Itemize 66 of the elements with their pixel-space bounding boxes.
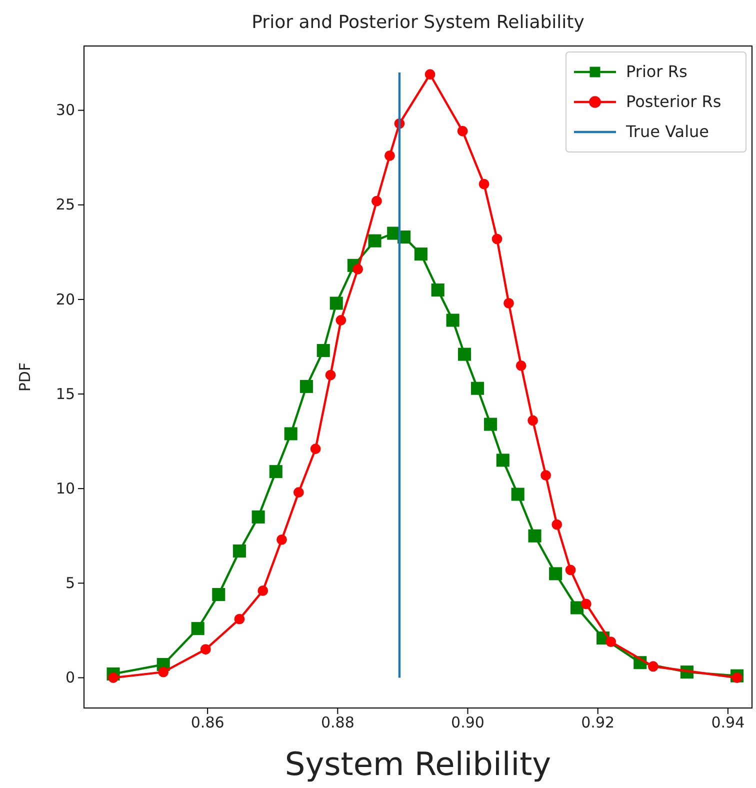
x-tick-label: 0.90 — [451, 714, 484, 732]
point — [293, 487, 304, 498]
y-tick-label: 15 — [56, 384, 75, 403]
point — [492, 234, 502, 244]
x-axis-title: System Relibility — [284, 745, 552, 783]
point — [276, 534, 287, 545]
legend-label: True Value — [625, 122, 710, 141]
point — [368, 234, 382, 248]
point — [252, 510, 265, 524]
point — [496, 454, 510, 467]
x-tick-label: 0.88 — [320, 714, 354, 732]
point — [580, 598, 592, 610]
point — [570, 601, 584, 614]
point — [565, 564, 576, 576]
point — [158, 666, 169, 678]
y-tick-label: 5 — [65, 574, 75, 592]
point — [200, 644, 211, 655]
point — [232, 544, 246, 558]
y-tick-label: 25 — [56, 196, 75, 214]
point — [258, 586, 268, 596]
point — [269, 465, 282, 478]
point — [336, 315, 346, 326]
point — [316, 344, 330, 358]
point — [540, 470, 552, 481]
point — [325, 370, 336, 380]
point — [330, 296, 343, 310]
point — [457, 126, 468, 136]
point — [191, 622, 204, 636]
point — [234, 614, 245, 624]
point — [606, 636, 616, 647]
x-tick-label: 0.86 — [190, 714, 224, 732]
point — [516, 360, 526, 371]
point — [424, 69, 436, 80]
point — [284, 427, 298, 440]
point — [446, 314, 460, 327]
x-tick-label: 0.92 — [581, 714, 615, 732]
point — [431, 283, 444, 297]
x-tick-label: 0.94 — [711, 714, 745, 732]
point — [470, 382, 484, 395]
point — [504, 298, 514, 308]
point — [212, 588, 226, 602]
point — [511, 488, 524, 501]
y-tick-label: 30 — [56, 101, 75, 120]
point — [732, 672, 742, 683]
point — [549, 567, 562, 580]
point — [648, 661, 658, 672]
chart-title: Prior and Posterior System Reliability — [252, 12, 585, 33]
point — [352, 264, 364, 274]
point — [458, 348, 472, 361]
y-tick-label: 20 — [56, 290, 75, 308]
point — [108, 672, 118, 683]
point — [552, 519, 562, 530]
y-tick-label: 10 — [56, 479, 75, 498]
point — [528, 529, 542, 542]
legend-label: Posterior Rs — [626, 92, 722, 111]
point — [478, 178, 490, 190]
y-tick-label: 0 — [65, 668, 75, 687]
point — [528, 415, 538, 426]
point — [414, 248, 428, 261]
point — [384, 150, 395, 161]
point — [310, 444, 321, 454]
legend-label: Prior Rs — [626, 62, 688, 81]
point — [484, 418, 498, 431]
y-axis-title: PDF — [16, 362, 34, 392]
point — [371, 196, 382, 206]
point — [300, 380, 313, 393]
